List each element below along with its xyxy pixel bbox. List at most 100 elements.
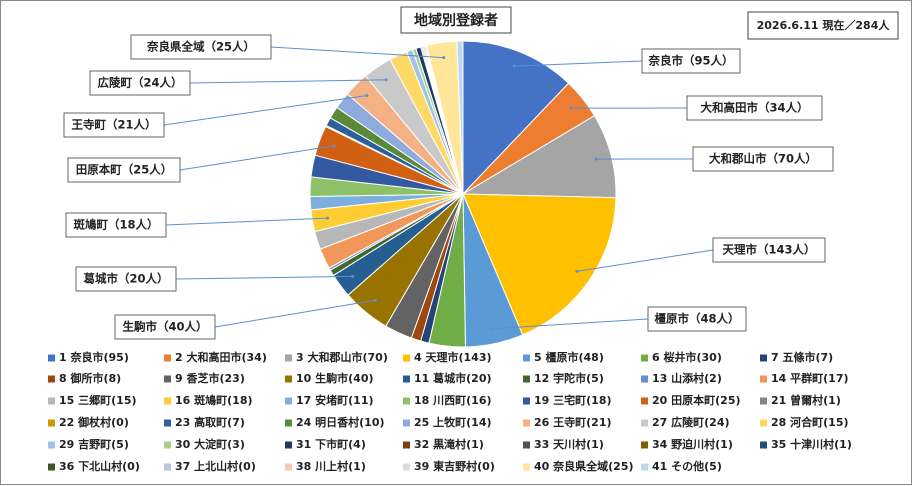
legend-label: 40 奈良県全域(25): [534, 459, 634, 473]
legend-swatch: [523, 397, 530, 405]
callout-box: [712, 237, 826, 263]
callout-label: 田原本町（25人）: [76, 163, 173, 177]
legend-label: 33 天川村(1): [534, 437, 604, 451]
legend-label: 16 斑鳩町(18): [175, 393, 253, 407]
legend-swatch: [641, 441, 648, 449]
legend-swatch: [48, 441, 55, 449]
legend-swatch: [285, 397, 292, 405]
legend-swatch: [641, 463, 648, 471]
pie-slice: [461, 115, 617, 199]
legend-label: 13 山添村(2): [652, 371, 722, 385]
legend-swatch: [403, 354, 410, 362]
callout-line: [214, 299, 376, 328]
legend-swatch: [403, 463, 410, 471]
callout-tip: [569, 106, 573, 110]
legend-swatch: [523, 419, 530, 427]
callout-box: [67, 157, 181, 183]
legend-label: 5 橿原市(48): [534, 350, 604, 364]
callout-line: [163, 94, 367, 126]
callout-tip: [575, 269, 579, 273]
callout-box: [692, 146, 834, 172]
legend-label: 3 大和郡山市(70): [296, 350, 388, 364]
legend-swatch: [403, 375, 410, 383]
legend-swatch: [760, 397, 767, 405]
legend-label: 9 香芝市(23): [175, 371, 245, 385]
legend-label: 8 御所市(8): [59, 371, 121, 385]
legend-label: 19 三宅町(18): [534, 393, 612, 407]
callout-box: [89, 70, 191, 96]
callout-tip: [384, 78, 388, 82]
callout-line: [514, 60, 643, 67]
legend-swatch: [285, 375, 292, 383]
legend-label: 2 大和高田市(34): [175, 350, 267, 364]
legend-swatch: [760, 354, 767, 362]
legend-label: 15 三郷町(15): [59, 393, 137, 407]
legend-label: 39 東吉野村(0): [414, 459, 495, 473]
callout-box: [647, 306, 747, 332]
callout-box: [641, 48, 741, 74]
legend-label: 41 その他(5): [652, 459, 722, 473]
legend-label: 25 上牧町(14): [414, 415, 492, 429]
legend-swatch: [164, 441, 171, 449]
legend-swatch: [164, 354, 171, 362]
legend-swatch: [523, 441, 530, 449]
legend-label: 30 大淀町(3): [175, 437, 245, 451]
legend-label: 24 明日香村(10): [296, 415, 385, 429]
callout-tip: [332, 144, 336, 148]
callout-tip: [442, 56, 446, 60]
legend-swatch: [285, 419, 292, 427]
legend-label: 18 川西町(16): [414, 394, 492, 407]
callout-label: 橿原市（48人）: [654, 312, 739, 326]
callout-line: [491, 318, 649, 330]
pie-slice: [462, 40, 570, 196]
legend-swatch: [48, 419, 55, 427]
legend-label: 38 川上村(1): [296, 459, 366, 473]
legend-label: 10 生駒市(40): [296, 371, 374, 385]
legend-swatch: [164, 419, 171, 427]
callout-line: [189, 79, 387, 84]
legend-label: 14 平群町(17): [771, 371, 849, 385]
legend-swatch: [641, 375, 648, 383]
legend-swatch: [760, 441, 767, 449]
title-box: [400, 6, 512, 34]
callout-label: 生駒市（40人）: [122, 320, 207, 334]
legend-label: 23 高取町(7): [175, 415, 245, 429]
callout-box: [686, 95, 823, 121]
legend-swatch: [403, 441, 410, 449]
legend-label: 26 王寺町(21): [534, 415, 612, 429]
callout-tip: [512, 64, 516, 68]
legend-swatch: [48, 375, 55, 383]
legend-swatch: [285, 354, 292, 362]
legend-label: 1 奈良市(95): [59, 350, 129, 364]
subtitle-box: [747, 11, 899, 40]
callout-label: 大和高田市（34人）: [700, 101, 808, 115]
callout-label: 葛城市（20人）: [82, 272, 168, 286]
callout-tip: [489, 327, 493, 331]
callout-tip: [325, 216, 329, 220]
legend-swatch: [285, 441, 292, 449]
callout-tip: [373, 298, 377, 302]
legend-label: 37 上北山村(0): [175, 459, 256, 473]
callout-label: 王寺町（21人）: [71, 118, 156, 132]
pie-slice: [456, 40, 464, 195]
legend-swatch: [48, 397, 55, 405]
callout-line: [175, 275, 353, 280]
legend-swatch: [285, 463, 292, 471]
legend-swatch: [164, 375, 171, 383]
callout-tip: [594, 157, 598, 161]
callout-line: [165, 217, 328, 226]
callout-box: [130, 34, 272, 60]
legend-label: 35 十津川村(1): [771, 437, 852, 451]
legend-swatch: [48, 354, 55, 362]
callout-label: 広陵町（24人）: [97, 76, 182, 90]
callout-line: [179, 145, 335, 171]
legend-label: 32 黒滝村(1): [414, 437, 484, 451]
legend-label: 22 御杖村(0): [59, 415, 129, 429]
legend-swatch: [48, 463, 55, 471]
callout-line: [576, 249, 714, 272]
callout-tip: [351, 274, 355, 278]
callout-box: [63, 112, 165, 138]
legend-label: 4 天理市(143): [414, 350, 492, 364]
legend-label: 36 下北山村(0): [59, 459, 140, 473]
legend-swatch: [403, 397, 410, 405]
